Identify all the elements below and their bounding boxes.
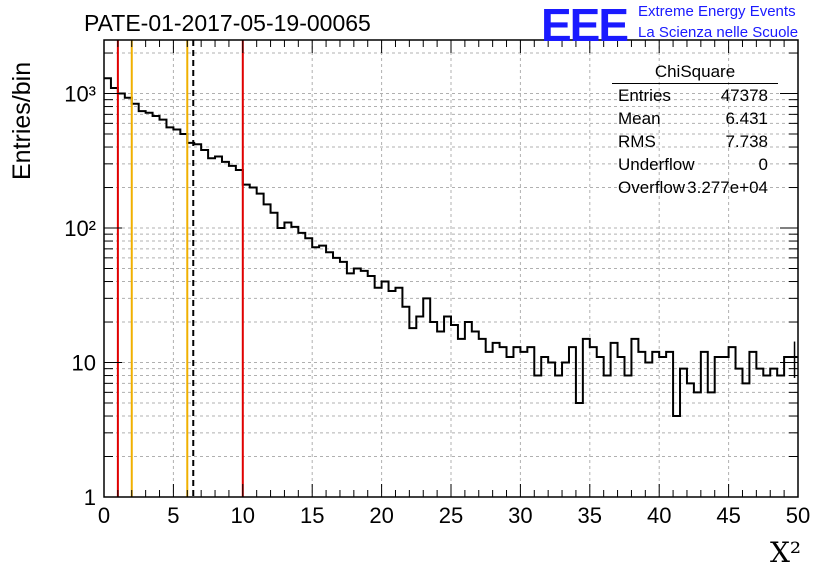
y-tick-label: 10² bbox=[64, 216, 96, 241]
x-tick-label: 20 bbox=[369, 503, 393, 528]
x-tick-label: 30 bbox=[508, 503, 532, 528]
y-tick-label: 10³ bbox=[64, 82, 96, 107]
x-tick-label: 5 bbox=[167, 503, 179, 528]
stats-value: 7.738 bbox=[725, 132, 768, 151]
stats-key: RMS bbox=[618, 132, 656, 151]
x-tick-label: 10 bbox=[231, 503, 255, 528]
stats-value: 3.277e+04 bbox=[687, 178, 768, 197]
y-tick-label: 10 bbox=[72, 351, 96, 376]
x-tick-label: 45 bbox=[716, 503, 740, 528]
stats-row-underflow: Underflow 0 bbox=[612, 153, 778, 176]
x-tick-label: 50 bbox=[786, 503, 810, 528]
org-line-2: La Scienza nelle Scuole bbox=[638, 24, 799, 41]
stats-key: Overflow bbox=[618, 178, 686, 197]
stats-row-rms: RMS 7.738 bbox=[612, 130, 778, 153]
stats-value: 0 bbox=[758, 155, 768, 174]
x-tick-label: 0 bbox=[98, 503, 110, 528]
y-axis-label: Entries/bin bbox=[8, 61, 36, 180]
stats-key: Entries bbox=[618, 86, 671, 105]
stats-row-entries: Entries 47378 bbox=[612, 84, 778, 107]
stats-value: 47378 bbox=[720, 86, 768, 105]
x-tick-label: 15 bbox=[300, 503, 324, 528]
y-tick-label: 1 bbox=[84, 485, 96, 510]
x-tick-label: 40 bbox=[647, 503, 671, 528]
eee-logo: EEE bbox=[541, 0, 629, 51]
plot-title: PATE-01-2017-05-19-00065 bbox=[84, 10, 371, 36]
histogram-line bbox=[104, 77, 798, 418]
x-tick-label: 35 bbox=[578, 503, 602, 528]
stats-box: ChiSquare Entries 47378 Mean 6.431 RMS 7… bbox=[612, 62, 778, 199]
stats-value: 6.431 bbox=[725, 109, 768, 128]
stats-key: Mean bbox=[618, 109, 661, 128]
stats-key: Underflow bbox=[618, 155, 695, 174]
stats-row-overflow: Overflow 3.277e+04 bbox=[612, 176, 778, 199]
x-tick-label: 25 bbox=[439, 503, 463, 528]
stats-title: ChiSquare bbox=[612, 62, 778, 84]
stats-row-mean: Mean 6.431 bbox=[612, 107, 778, 130]
x-axis-label: X² bbox=[770, 536, 802, 569]
org-line-1: Extreme Energy Events bbox=[638, 3, 796, 20]
